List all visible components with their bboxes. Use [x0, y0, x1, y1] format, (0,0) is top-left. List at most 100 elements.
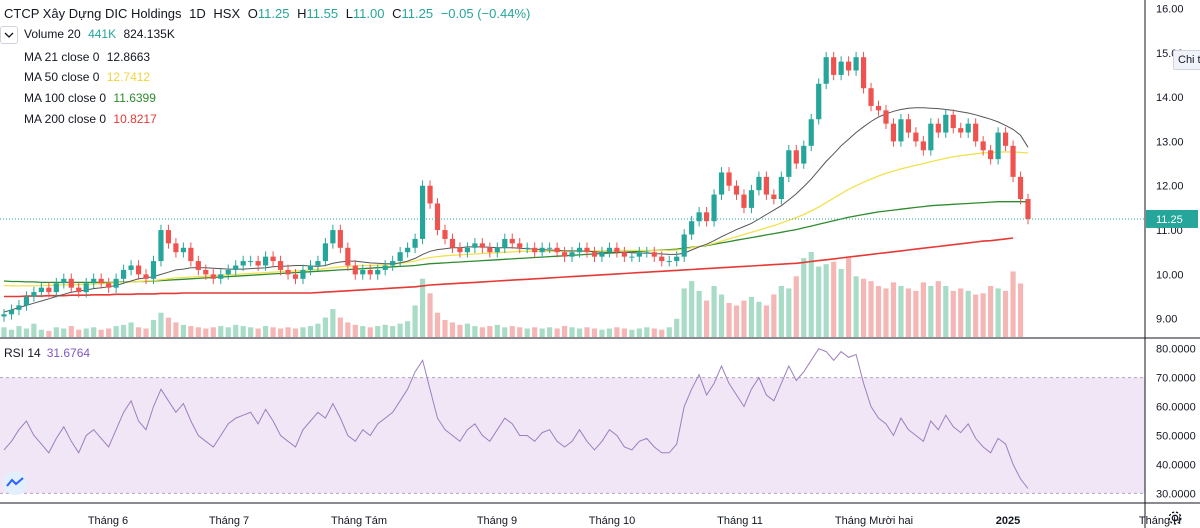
volume-bar — [1, 327, 7, 337]
moving-averages — [3, 107, 1029, 313]
symbol-name[interactable]: CTCP Xây Dựng DIC Holdings — [4, 6, 182, 21]
low-value: 11.00 — [352, 6, 385, 21]
volume-bar — [636, 328, 642, 337]
candle-body — [905, 119, 912, 133]
candle-body — [502, 238, 508, 248]
volume-bar — [1010, 271, 1016, 337]
candle-body — [270, 256, 276, 262]
open-label: O — [247, 6, 258, 21]
ma200-legend[interactable]: MA 200 close 0 10.8217 — [24, 112, 157, 126]
volume-bar — [464, 323, 471, 337]
close-value: 11.25 — [401, 6, 434, 21]
ma50-value: 12.7412 — [106, 70, 151, 84]
volume-bar — [83, 328, 89, 337]
candle-body — [113, 278, 119, 288]
volume-bar — [614, 327, 620, 337]
volume-bar — [135, 327, 142, 337]
candle-body — [621, 252, 627, 257]
collapse-legend-button[interactable] — [0, 26, 18, 44]
volume-bar — [68, 326, 74, 337]
candle-body — [405, 247, 411, 253]
time-tick-label: Tháng 6 — [88, 515, 128, 527]
volume-bar — [412, 305, 418, 337]
volume-bar — [494, 324, 500, 337]
candle-body — [240, 261, 246, 266]
candle-body — [135, 265, 142, 275]
chevron-down-icon — [4, 32, 14, 38]
volume-bar — [180, 324, 186, 337]
volume-bar — [561, 326, 568, 337]
volume-bar — [883, 288, 889, 337]
volume-bar — [554, 328, 560, 337]
volume-bar — [419, 278, 426, 337]
candle-body — [651, 252, 657, 257]
volume-bar — [248, 327, 254, 337]
candle-body — [300, 269, 306, 279]
candle-body — [1010, 145, 1016, 177]
tradingview-logo-icon[interactable] — [2, 470, 28, 496]
volume-bar — [860, 278, 867, 337]
candle-body — [315, 261, 321, 266]
price-axis[interactable]: 16.0015.0014.0013.0012.0011.0010.009.008… — [1146, 3, 1198, 500]
rsi-band — [0, 377, 1145, 494]
price-tick-label: 13.00 — [1156, 136, 1184, 148]
candle-body — [8, 309, 15, 315]
ma50-label: MA 50 close 0 — [24, 70, 100, 84]
volume-bar — [203, 328, 209, 337]
volume-bar — [718, 294, 725, 337]
candle-body — [801, 145, 807, 164]
time-tick-label: Tháng H — [1139, 515, 1181, 527]
volume-bar — [143, 328, 149, 337]
candle-body — [158, 230, 164, 262]
time-tick-label: Tháng 10 — [589, 515, 635, 527]
volume-bar — [277, 328, 284, 337]
volume-bar — [128, 322, 134, 337]
details-tab[interactable]: Chi ti — [1173, 50, 1200, 70]
ma21-value: 12.8663 — [106, 50, 151, 64]
volume-bar — [106, 328, 112, 337]
price-tick-label: 9.00 — [1156, 314, 1177, 326]
candle-body — [846, 61, 852, 71]
candle-body — [763, 176, 769, 195]
rsi-legend[interactable]: RSI 14 31.6764 — [4, 346, 90, 360]
volume-bar — [8, 329, 15, 337]
volume-bar — [711, 286, 717, 337]
volume-label: Volume 20 — [24, 27, 81, 41]
candle-body — [838, 61, 844, 75]
volume-bar — [457, 324, 463, 337]
volume-bar — [509, 326, 515, 337]
candle-body — [823, 57, 829, 84]
candle-body — [733, 185, 740, 195]
volume-bar — [38, 329, 44, 337]
close-label: C — [392, 6, 402, 21]
candle-body — [808, 119, 814, 146]
rsi-tick-label: 50.0000 — [1156, 430, 1196, 442]
volume-bar — [16, 326, 22, 337]
candle-body — [561, 252, 568, 257]
ma21-label: MA 21 close 0 — [24, 50, 100, 64]
volume-legend[interactable]: Volume 20 441K 824.135K — [24, 27, 175, 41]
candle-body — [91, 278, 97, 284]
volume-bar — [502, 327, 508, 337]
candle-body — [352, 265, 358, 275]
volume-bar — [442, 320, 448, 337]
candle-body — [188, 247, 194, 262]
volume-bar — [935, 281, 941, 337]
volume-bar — [816, 266, 822, 337]
time-axis[interactable]: Tháng 6 Tháng 7 Tháng Tám Tháng 9 Tháng 10 Th… — [88, 515, 1181, 527]
interval-label[interactable]: 1D — [189, 6, 206, 21]
high-value: 11.55 — [306, 6, 339, 21]
price-tick-label: 14.00 — [1156, 92, 1184, 104]
candle-body — [472, 243, 478, 248]
candle-body — [1017, 176, 1024, 200]
candle-body — [614, 247, 620, 253]
volume-bar — [704, 300, 710, 337]
ma50-legend[interactable]: MA 50 close 0 12.7412 — [24, 70, 150, 84]
ma100-legend[interactable]: MA 100 close 0 11.6399 — [24, 91, 156, 105]
volume-bar — [307, 326, 314, 337]
candle-body — [988, 150, 994, 160]
volume-bar — [539, 328, 545, 337]
gear-icon[interactable] — [1166, 509, 1184, 527]
ma21-legend[interactable]: MA 21 close 0 12.8663 — [24, 50, 150, 64]
